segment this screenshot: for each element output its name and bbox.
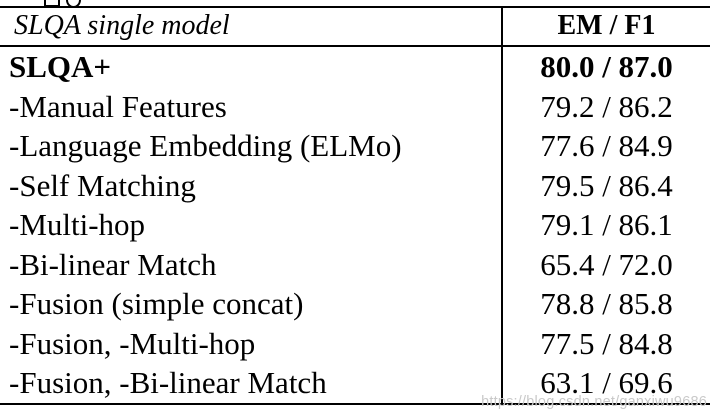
model-label-cell: SLQA+ — [9, 49, 112, 84]
cropped-glyph — [44, 0, 60, 6]
table-header-row: SLQA single model EM / F1 — [0, 8, 710, 47]
table-row: -Manual Features 79.2 / 86.2 — [0, 86, 710, 126]
model-label-cell: -Manual Features — [9, 88, 227, 124]
table-row: -Self Matching 79.5 / 86.4 — [0, 165, 710, 205]
table-row: -Bi-linear Match 65.4 / 72.0 — [0, 244, 710, 284]
model-label-cell: -Fusion, -Multi-hop — [9, 325, 256, 361]
header-metrics-cell: EM / F1 — [501, 8, 710, 45]
metric-value-cell: 80.0 / 87.0 — [501, 47, 710, 87]
header-model-cell: SLQA single model — [14, 10, 230, 41]
cropped-caption-fragment — [42, 0, 102, 6]
metric-value-cell: 77.6 / 84.9 — [501, 126, 710, 166]
table-row: -Fusion, -Multi-hop 77.5 / 84.8 — [0, 323, 710, 363]
model-label-cell: -Fusion, -Bi-linear Match — [9, 365, 327, 400]
table-row: -Language Embedding (ELMo) 77.6 / 84.9 — [0, 126, 710, 166]
metric-value-cell: 77.5 / 84.8 — [501, 323, 710, 363]
table-row: SLQA+ 80.0 / 87.0 — [0, 47, 710, 87]
metric-value-cell: 78.8 / 85.8 — [501, 284, 710, 324]
metric-value-cell: 65.4 / 72.0 — [501, 244, 710, 284]
model-label-cell: -Bi-linear Match — [9, 246, 217, 282]
model-label-cell: -Language Embedding (ELMo) — [9, 128, 402, 163]
cropped-glyph — [66, 0, 81, 6]
model-label-cell: -Self Matching — [9, 167, 196, 203]
table-row: -Fusion, -Bi-linear Match 63.1 / 69.6 — [0, 363, 710, 403]
metric-value-cell: 79.2 / 86.2 — [501, 86, 710, 126]
table-row: -Multi-hop 79.1 / 86.1 — [0, 205, 710, 245]
model-label-cell: -Fusion (simple concat) — [9, 286, 304, 321]
metric-value-cell: 63.1 / 69.6 — [501, 363, 710, 403]
table-row: -Fusion (simple concat) 78.8 / 85.8 — [0, 284, 710, 324]
model-label-cell: -Multi-hop — [9, 207, 146, 242]
metric-value-cell: 79.1 / 86.1 — [501, 205, 710, 245]
ablation-table: SLQA single model EM / F1 SLQA+ 80.0 / 8… — [0, 6, 710, 405]
metric-value-cell: 79.5 / 86.4 — [501, 165, 710, 205]
